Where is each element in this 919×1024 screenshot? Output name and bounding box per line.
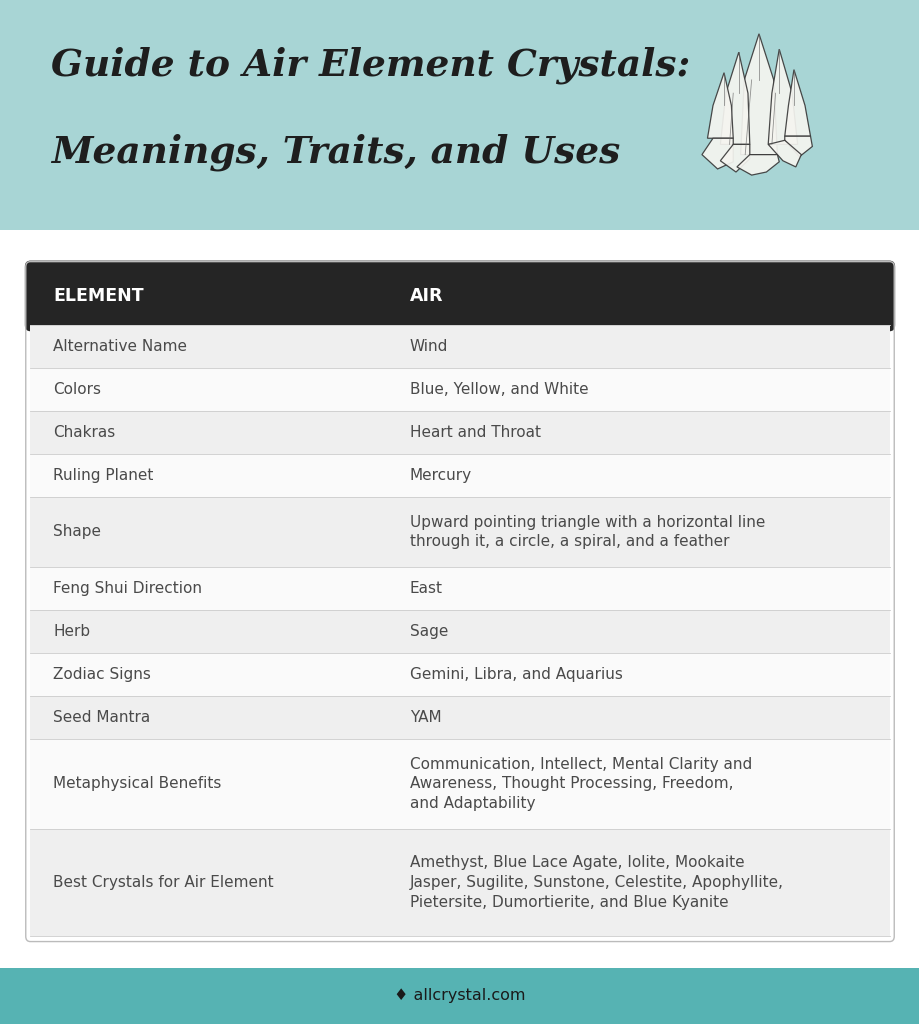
Text: Colors: Colors	[53, 382, 101, 397]
Text: Guide to Air Element Crystals:: Guide to Air Element Crystals:	[51, 46, 689, 84]
Text: Wind: Wind	[410, 339, 448, 354]
FancyBboxPatch shape	[30, 653, 889, 696]
Polygon shape	[784, 70, 810, 136]
Polygon shape	[701, 138, 732, 169]
Text: ♦ allcrystal.com: ♦ allcrystal.com	[394, 988, 525, 1004]
Text: Herb: Herb	[53, 624, 90, 639]
Polygon shape	[767, 140, 800, 167]
Text: Feng Shui Direction: Feng Shui Direction	[53, 581, 202, 596]
Text: Metaphysical Benefits: Metaphysical Benefits	[53, 776, 221, 792]
Text: YAM: YAM	[410, 710, 441, 725]
FancyBboxPatch shape	[30, 829, 889, 937]
FancyBboxPatch shape	[30, 696, 889, 739]
Text: Mercury: Mercury	[410, 468, 471, 483]
FancyBboxPatch shape	[30, 498, 889, 567]
Text: Heart and Throat: Heart and Throat	[410, 425, 540, 440]
Text: Shape: Shape	[53, 524, 101, 540]
FancyBboxPatch shape	[0, 0, 919, 230]
FancyBboxPatch shape	[0, 968, 919, 1024]
FancyBboxPatch shape	[30, 455, 889, 498]
Polygon shape	[707, 73, 732, 138]
Polygon shape	[740, 34, 777, 155]
Text: ELEMENT: ELEMENT	[53, 287, 144, 305]
Text: Communication, Intellect, Mental Clarity and
Awareness, Thought Processing, Free: Communication, Intellect, Mental Clarity…	[410, 757, 752, 811]
FancyBboxPatch shape	[30, 412, 889, 455]
Text: Sage: Sage	[410, 624, 448, 639]
Text: East: East	[410, 581, 442, 596]
FancyBboxPatch shape	[0, 256, 919, 947]
FancyBboxPatch shape	[30, 326, 889, 369]
FancyBboxPatch shape	[30, 739, 889, 829]
Text: Seed Mantra: Seed Mantra	[53, 710, 151, 725]
Text: AIR: AIR	[410, 287, 443, 305]
Text: Gemini, Libra, and Aquarius: Gemini, Libra, and Aquarius	[410, 667, 622, 682]
FancyBboxPatch shape	[30, 567, 889, 610]
Text: Meanings, Traits, and Uses: Meanings, Traits, and Uses	[51, 133, 619, 171]
Text: Ruling Planet: Ruling Planet	[53, 468, 153, 483]
Polygon shape	[720, 144, 749, 172]
FancyBboxPatch shape	[30, 369, 889, 412]
Polygon shape	[720, 52, 749, 144]
FancyBboxPatch shape	[25, 260, 894, 332]
Text: Best Crystals for Air Element: Best Crystals for Air Element	[53, 876, 274, 890]
Text: Chakras: Chakras	[53, 425, 116, 440]
Text: Upward pointing triangle with a horizontal line
through it, a circle, a spiral, : Upward pointing triangle with a horizont…	[410, 515, 765, 549]
Polygon shape	[784, 136, 811, 157]
FancyBboxPatch shape	[30, 610, 889, 653]
Text: Amethyst, Blue Lace Agate, Iolite, Mookaite
Jasper, Sugilite, Sunstone, Celestit: Amethyst, Blue Lace Agate, Iolite, Mooka…	[410, 855, 783, 910]
Polygon shape	[736, 155, 778, 175]
Text: Alternative Name: Alternative Name	[53, 339, 187, 354]
Text: Zodiac Signs: Zodiac Signs	[53, 667, 151, 682]
Text: Blue, Yellow, and White: Blue, Yellow, and White	[410, 382, 588, 397]
Polygon shape	[767, 49, 797, 144]
